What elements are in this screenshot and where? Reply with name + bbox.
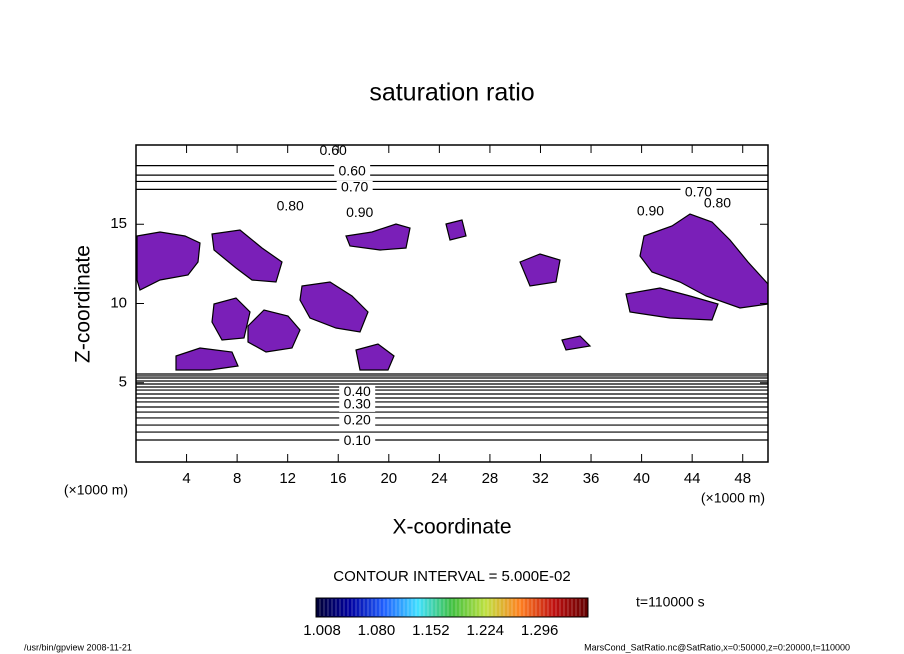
x-axis-label: X-coordinate <box>392 516 511 539</box>
supersaturated-region <box>639 213 768 309</box>
contour-label: 0.70 <box>341 178 368 194</box>
contour-label: 0.40 <box>344 383 371 399</box>
x-tick-label: 40 <box>633 470 650 487</box>
x-tick-label: 8 <box>233 470 241 487</box>
supersaturated-region <box>445 219 467 241</box>
contour-label-bg <box>339 385 376 400</box>
y-tick-label: 10 <box>110 294 127 311</box>
contour-label-bg <box>680 185 717 200</box>
contour-label: 0.60 <box>339 163 366 179</box>
contour-label: 0.80 <box>704 194 731 210</box>
contour-label-bg <box>334 164 371 179</box>
supersaturated-region <box>136 231 201 291</box>
x-tick-label: 24 <box>431 470 448 487</box>
supersaturated-region <box>345 223 411 251</box>
contour-label-bg <box>315 144 352 159</box>
supersaturated-region <box>299 281 369 333</box>
contour-label: 0.60 <box>320 142 347 158</box>
colorbar <box>315 597 589 618</box>
contour-label-bg <box>272 199 309 214</box>
contour-label: 0.90 <box>637 202 664 218</box>
contour-label: 0.90 <box>346 204 373 220</box>
supersaturated-region <box>211 229 283 283</box>
contour-label-bg <box>339 434 376 449</box>
x-tick-label: 36 <box>583 470 600 487</box>
time-label: t=110000 s <box>636 594 705 610</box>
contour-label-bg <box>632 204 669 219</box>
supersaturated-region <box>519 253 561 287</box>
footer-left: /usr/bin/gpview 2008-11-21 <box>24 642 132 652</box>
x-unit-label: (×1000 m) <box>701 490 765 506</box>
colorbar-stripes <box>319 599 585 616</box>
x-tick-label: 28 <box>482 470 499 487</box>
x-tick-label: 48 <box>734 470 751 487</box>
colorbar-tick-label: 1.296 <box>521 622 559 639</box>
contour-label: 0.80 <box>277 198 304 214</box>
y-tick-label: 15 <box>110 215 127 232</box>
supersaturated-region <box>625 287 719 321</box>
chart-title: saturation ratio <box>369 79 534 107</box>
footer-right: MarsCond_SatRatio.nc@SatRatio,x=0:50000,… <box>584 642 850 652</box>
x-tick-label: 16 <box>330 470 347 487</box>
contour-label-bg <box>339 397 376 412</box>
contour-label: 0.70 <box>685 183 712 199</box>
contour-label-bg <box>699 196 736 211</box>
x-tick-label: 44 <box>684 470 701 487</box>
shaded-regions <box>136 213 768 371</box>
colorbar-tick-label: 1.152 <box>412 622 450 639</box>
contour-interval: CONTOUR INTERVAL = 5.000E-02 <box>333 568 570 585</box>
y-axis-label: Z-coordinate <box>72 245 95 363</box>
supersaturated-region <box>355 343 395 371</box>
supersaturated-region <box>561 335 592 351</box>
supersaturated-region <box>175 347 239 371</box>
x-tick-label: 32 <box>532 470 549 487</box>
colorbar-tick-label: 1.080 <box>358 622 396 639</box>
x-tick-label: 20 <box>380 470 397 487</box>
x-tick-label: 4 <box>182 470 190 487</box>
contour-label-bg <box>336 180 373 195</box>
contour-label-bg <box>341 206 378 221</box>
colorbar-tick-label: 1.008 <box>303 622 341 639</box>
contour-label-bg <box>339 413 376 428</box>
contour-lines: 0.600.600.700.80 0.900.700.800.900.400.30… <box>136 142 768 449</box>
contour-label: 0.10 <box>344 432 371 448</box>
contour-label: 0.20 <box>344 411 371 427</box>
supersaturated-region <box>247 309 301 353</box>
colorbar-tick-label: 1.224 <box>466 622 504 639</box>
y-unit-label: (×1000 m) <box>64 482 128 498</box>
x-tick-label: 12 <box>279 470 296 487</box>
supersaturated-region <box>211 297 251 341</box>
contour-label: 0.30 <box>344 396 371 412</box>
y-tick-label: 5 <box>119 374 127 391</box>
